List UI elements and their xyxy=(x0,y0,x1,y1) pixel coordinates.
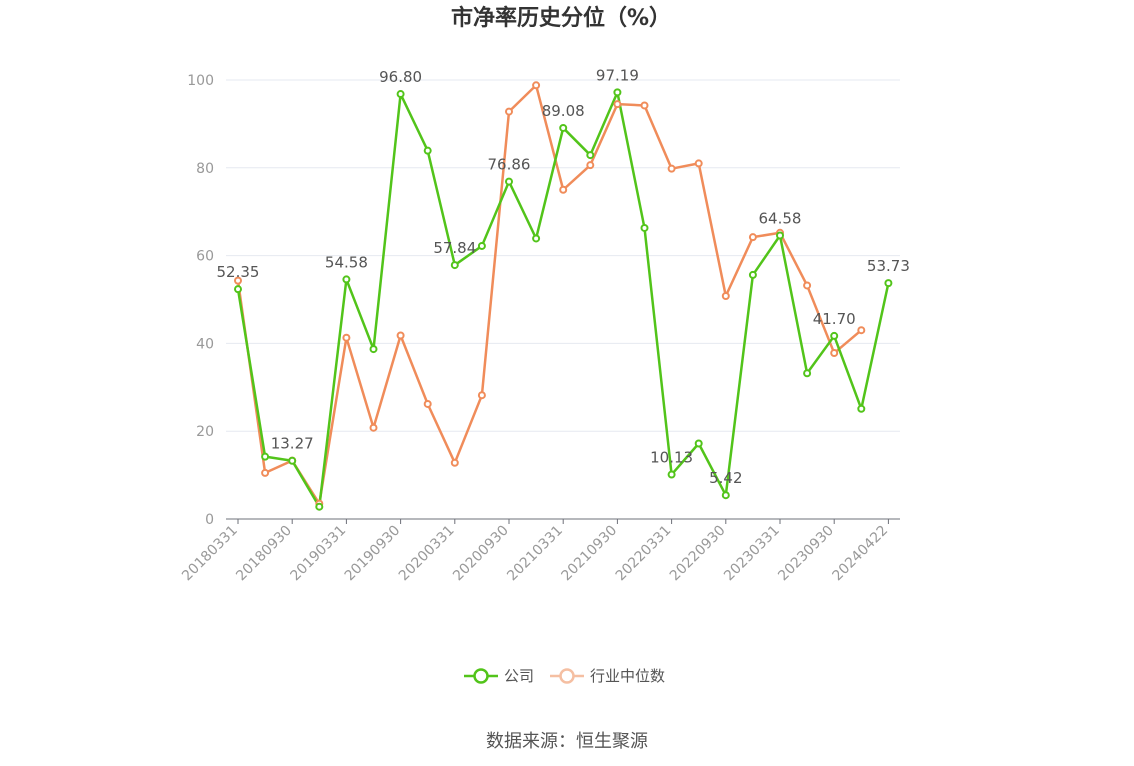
x-tick-label: 20210930 xyxy=(559,523,621,585)
data-point-0[interactable] xyxy=(694,439,703,448)
data-point-1[interactable] xyxy=(803,281,812,290)
data-point-1[interactable] xyxy=(586,161,595,170)
x-tick-label: 20210331 xyxy=(504,523,566,585)
data-point-0[interactable] xyxy=(288,456,297,465)
series-lines xyxy=(236,84,890,508)
legend-marker xyxy=(559,668,575,684)
legend-marker xyxy=(473,668,489,684)
data-point-0[interactable] xyxy=(450,261,459,270)
data-point-0[interactable] xyxy=(532,234,541,243)
data-point-1[interactable] xyxy=(261,468,270,477)
data-point-1[interactable] xyxy=(559,185,568,194)
data-point-0[interactable] xyxy=(261,452,270,461)
data-point-0[interactable] xyxy=(721,491,730,500)
data-label: 96.80 xyxy=(379,68,422,86)
data-label: 13.27 xyxy=(271,435,314,453)
x-tick-label: 20220930 xyxy=(667,523,729,585)
data-point-0[interactable] xyxy=(586,151,595,160)
y-tick-label: 40 xyxy=(196,336,214,352)
data-point-0[interactable] xyxy=(667,470,676,479)
legend[interactable]: 公司 行业中位数 xyxy=(464,667,665,685)
data-point-0[interactable] xyxy=(369,345,378,354)
data-point-1[interactable] xyxy=(369,423,378,432)
y-tick-label: 100 xyxy=(187,73,214,89)
legend-item-1[interactable]: 行业中位数 xyxy=(550,667,665,685)
data-point-1[interactable] xyxy=(830,349,839,358)
data-point-0[interactable] xyxy=(559,123,568,132)
data-point-0[interactable] xyxy=(776,231,784,240)
data-point-0[interactable] xyxy=(396,90,405,99)
data-point-0[interactable] xyxy=(505,177,513,186)
x-tick-label: 20180930 xyxy=(233,523,295,585)
data-label: 97.19 xyxy=(596,66,639,84)
data-point-1[interactable] xyxy=(396,331,405,340)
data-point-1[interactable] xyxy=(477,391,486,400)
data-point-1[interactable] xyxy=(423,399,432,408)
data-point-0[interactable] xyxy=(423,146,432,155)
data-point-1[interactable] xyxy=(640,101,649,110)
data-point-1[interactable] xyxy=(505,107,513,116)
series-points xyxy=(234,81,893,511)
data-label: 5.42 xyxy=(709,469,742,487)
data-point-1[interactable] xyxy=(450,458,459,467)
data-label: 89.08 xyxy=(542,102,585,120)
x-tick-label: 20190930 xyxy=(342,523,404,585)
data-point-1[interactable] xyxy=(234,276,242,285)
y-axis: 0 20 40 60 80 100 xyxy=(187,73,214,528)
series-line-1 xyxy=(236,84,863,505)
data-point-1[interactable] xyxy=(857,326,866,335)
x-tick-label: 20180331 xyxy=(179,523,241,585)
x-tick-label: 20230331 xyxy=(721,523,783,585)
data-point-0[interactable] xyxy=(748,270,757,279)
data-point-0[interactable] xyxy=(342,275,351,284)
data-point-1[interactable] xyxy=(532,81,541,90)
x-tick-label: 20230930 xyxy=(775,523,837,585)
x-tick-label: 20220331 xyxy=(613,523,675,585)
data-point-0[interactable] xyxy=(830,331,839,340)
x-tick-label: 20240422 xyxy=(830,523,892,585)
legend-label: 行业中位数 xyxy=(590,667,665,685)
y-tick-label: 0 xyxy=(205,512,214,528)
data-point-0[interactable] xyxy=(857,404,866,413)
data-point-0[interactable] xyxy=(640,223,649,232)
data-point-1[interactable] xyxy=(613,100,622,109)
data-point-0[interactable] xyxy=(884,279,893,288)
y-tick-label: 80 xyxy=(196,161,214,177)
data-label: 53.73 xyxy=(867,257,910,275)
data-point-1[interactable] xyxy=(721,291,730,300)
data-point-0[interactable] xyxy=(477,241,486,250)
data-label: 57.84 xyxy=(433,239,476,257)
chart-title: 市净率历史分位（%） xyxy=(451,5,671,31)
x-tick-label: 20190331 xyxy=(288,523,350,585)
legend-item-0[interactable]: 公司 xyxy=(464,667,534,685)
legend-label: 公司 xyxy=(504,667,534,685)
data-label: 10.13 xyxy=(650,449,693,467)
x-tick-label: 20200930 xyxy=(450,523,512,585)
data-label: 52.35 xyxy=(217,263,260,281)
series-line-0 xyxy=(236,91,890,508)
data-point-1[interactable] xyxy=(667,164,676,173)
source-text: 数据来源：恒生聚源 xyxy=(486,731,648,752)
data-point-0[interactable] xyxy=(234,285,242,294)
data-point-1[interactable] xyxy=(748,233,757,242)
data-label: 54.58 xyxy=(325,253,368,271)
data-point-1[interactable] xyxy=(342,333,351,342)
y-tick-label: 20 xyxy=(196,424,214,440)
x-tick-label: 20200331 xyxy=(396,523,458,585)
y-tick-label: 60 xyxy=(196,249,214,265)
data-point-0[interactable] xyxy=(803,369,812,378)
data-label: 76.86 xyxy=(488,156,531,174)
data-label: 64.58 xyxy=(759,209,802,227)
x-axis: 2018033120180930201903312019093020200331… xyxy=(179,518,900,585)
data-point-0[interactable] xyxy=(315,502,324,511)
data-label: 41.70 xyxy=(813,310,856,328)
data-labels: 52.35 13.27 54.58 96.80 57.84 76.86 89.08 97.19… xyxy=(217,66,910,487)
data-point-0[interactable] xyxy=(613,88,622,97)
data-point-1[interactable] xyxy=(694,159,703,168)
